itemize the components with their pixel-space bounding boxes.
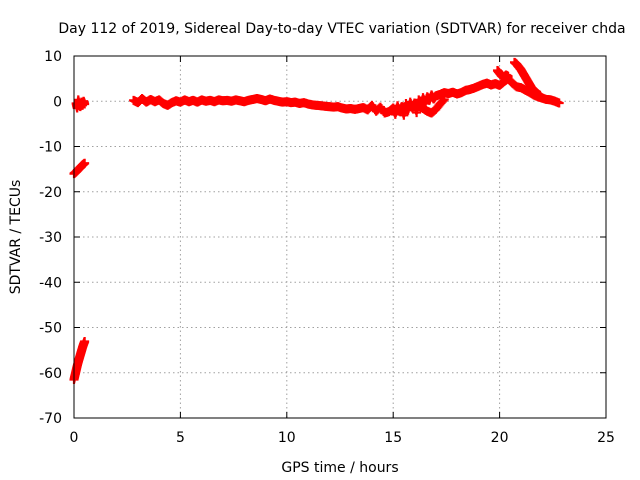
y-tick-label: -20 [39, 185, 62, 201]
y-axis-label: SDTVAR / TECUs [8, 180, 24, 295]
data-point [80, 337, 90, 347]
y-tick-label: -40 [39, 275, 62, 291]
y-tick-label: -10 [39, 140, 62, 156]
grid-lines [74, 56, 606, 418]
y-tick-label: 0 [53, 94, 62, 110]
y-tick-label: -30 [39, 230, 62, 246]
y-tick-label: -70 [39, 411, 62, 427]
data-point [554, 98, 564, 108]
x-axis-label: GPS time / hours [281, 460, 398, 476]
y-tick-label: 10 [44, 49, 62, 65]
x-tick-label: 25 [597, 430, 615, 446]
data-point [535, 90, 545, 100]
x-tick-label: 20 [491, 430, 509, 446]
y-tick-label: -60 [39, 366, 62, 382]
plot-frame [73, 55, 607, 419]
x-tick-label: 5 [176, 430, 185, 446]
data-point [439, 94, 449, 104]
tick-labels: 0 5 10 15 20 25 10 0 -10 -20 -30 -40 -50 -60 -70 [39, 49, 615, 446]
data-point [80, 99, 90, 109]
x-tick-label: 15 [384, 430, 402, 446]
y-tick-label: -50 [39, 321, 62, 337]
chart-title: Day 112 of 2019, Sidereal Day-to-day VTE… [58, 21, 625, 37]
data-point [80, 158, 90, 168]
data-points [69, 57, 564, 385]
x-tick-label: 0 [70, 430, 79, 446]
x-tick-label: 10 [278, 430, 296, 446]
data-point [503, 71, 513, 81]
